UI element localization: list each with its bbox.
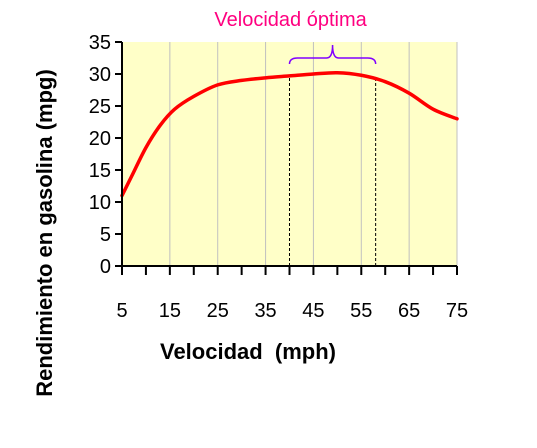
x-tick-label: 75 [446,300,468,322]
x-tick-label: 55 [350,300,372,322]
x-tick-label: 45 [302,300,324,322]
x-axis-title: Velocidad (mph) [160,339,336,364]
x-tick-label: 5 [116,300,127,322]
series-line [120,70,459,198]
y-tick-label: 10 [89,192,111,214]
y-tick-label: 5 [100,224,111,246]
y-tick-label: 35 [89,32,111,54]
y-tick-label: 15 [89,160,111,182]
y-axis: 0 5 10 15 20 25 30 35 [89,32,123,278]
annotation-bracket [288,44,377,65]
x-tick-label: 25 [207,300,229,322]
annotation-brace [288,44,377,65]
annotation-lines [289,78,377,266]
y-tick-label: 25 [89,96,111,118]
x-axis: 5 15 25 35 45 55 65 75 [116,265,468,322]
y-axis-title: Rendimiento en gasolina (mpg) [32,69,57,397]
x-tick-label: 65 [398,300,420,322]
y-tick-label: 0 [100,256,111,278]
y-tick-label: 20 [89,128,111,150]
y-tick-label: 30 [89,64,111,86]
series-lines [120,70,459,198]
annotation-label: Velocidad óptima [214,9,367,31]
x-tick-label: 35 [254,300,276,322]
x-tick-label: 15 [159,300,181,322]
